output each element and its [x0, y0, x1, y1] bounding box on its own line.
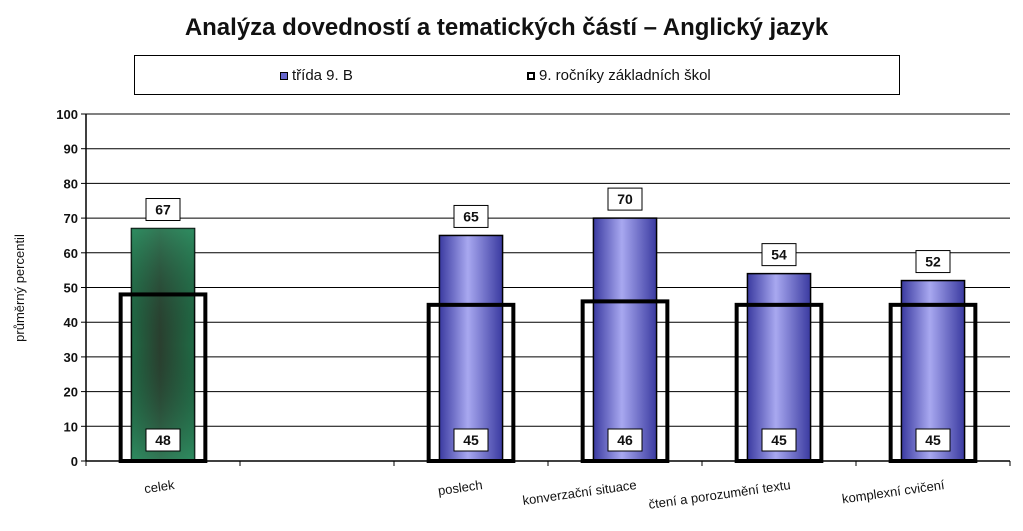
bar-series-0-2: [438, 234, 504, 462]
data-label-series-0-5: 52: [925, 254, 941, 270]
legend: třída 9. B 9. ročníky základních škol: [134, 55, 900, 95]
y-tick-label: 50: [64, 281, 78, 296]
x-tick-label: komplexní cvičení: [841, 477, 946, 506]
y-axis-label: průměrný percentil: [12, 234, 27, 342]
y-tick-label: 40: [64, 315, 78, 330]
y-tick-label: 90: [64, 142, 78, 157]
y-tick-label: 70: [64, 211, 78, 226]
data-label-series-0-2: 65: [463, 208, 479, 224]
data-label-box-series-1-0: [145, 428, 181, 452]
data-label-box-series-1-5: [915, 428, 951, 452]
chart-title: Analýza dovedností a tematických částí –…: [184, 14, 829, 41]
y-tick-label: 80: [64, 176, 78, 191]
data-label-series-1-4: 45: [771, 432, 787, 448]
data-label-box-series-0-0: [145, 198, 181, 222]
legend-item-series-0: třída 9. B: [280, 67, 353, 84]
y-tick-label: 60: [64, 246, 78, 261]
data-label-series-1-3: 46: [617, 432, 633, 448]
data-label-series-0-3: 70: [617, 191, 633, 207]
legend-item-series-1: 9. ročníky základních škol: [527, 67, 711, 84]
y-tick-label: 20: [64, 385, 78, 400]
x-tick-label: čtení a porozumění textu: [648, 477, 792, 512]
data-label-box-series-0-3: [607, 187, 643, 211]
legend-label-series-0: třída 9. B: [292, 67, 353, 84]
legend-swatch-series-1: [527, 71, 535, 80]
x-tick-label: celek: [143, 477, 176, 496]
legend-swatch-series-0: [280, 71, 288, 80]
y-tick-label: 0: [71, 454, 78, 469]
data-label-box-series-0-2: [453, 204, 489, 228]
legend-label-series-1: 9. ročníky základních škol: [539, 67, 711, 84]
data-label-series-1-0: 48: [155, 432, 171, 448]
x-tick-label: konverzační situace: [522, 477, 638, 508]
x-tick-label: poslech: [437, 477, 483, 498]
bar-series-0-shade-0: [131, 228, 195, 461]
data-label-series-1-2: 45: [463, 432, 479, 448]
data-label-series-1-5: 45: [925, 432, 941, 448]
y-tick-label: 10: [64, 419, 78, 434]
y-tick-label: 100: [56, 107, 78, 122]
data-label-box-series-0-5: [915, 250, 951, 274]
bar-series-0-3: [592, 217, 658, 462]
data-label-series-0-0: 67: [155, 202, 171, 218]
data-label-box-series-1-3: [607, 428, 643, 452]
data-label-box-series-1-2: [453, 428, 489, 452]
y-tick-label: 30: [64, 350, 78, 365]
data-label-box-series-0-4: [761, 243, 797, 267]
data-label-series-0-4: 54: [771, 247, 787, 263]
data-label-box-series-1-4: [761, 428, 797, 452]
